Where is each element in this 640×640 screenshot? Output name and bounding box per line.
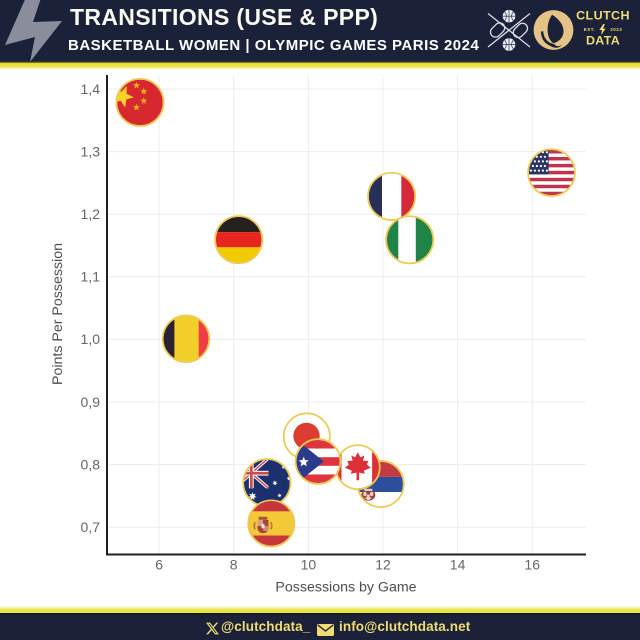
svg-text:14: 14 bbox=[450, 557, 466, 573]
svg-text:1,0: 1,0 bbox=[81, 331, 101, 347]
svg-text:1,3: 1,3 bbox=[81, 143, 101, 159]
svg-text:8: 8 bbox=[230, 557, 238, 573]
svg-text:1,4: 1,4 bbox=[81, 81, 101, 97]
svg-text:6: 6 bbox=[155, 557, 163, 573]
svg-text:Points Per Possession: Points Per Possession bbox=[50, 243, 66, 385]
svg-text:Possessions by Game: Possessions by Game bbox=[275, 580, 416, 596]
svg-text:0,7: 0,7 bbox=[81, 519, 101, 535]
svg-text:0,9: 0,9 bbox=[81, 394, 101, 410]
svg-text:16: 16 bbox=[524, 557, 540, 573]
svg-text:1,2: 1,2 bbox=[81, 206, 101, 222]
svg-text:10: 10 bbox=[301, 557, 317, 573]
svg-text:12: 12 bbox=[375, 557, 391, 573]
svg-text:1,1: 1,1 bbox=[81, 269, 101, 285]
svg-text:0,8: 0,8 bbox=[81, 456, 101, 472]
